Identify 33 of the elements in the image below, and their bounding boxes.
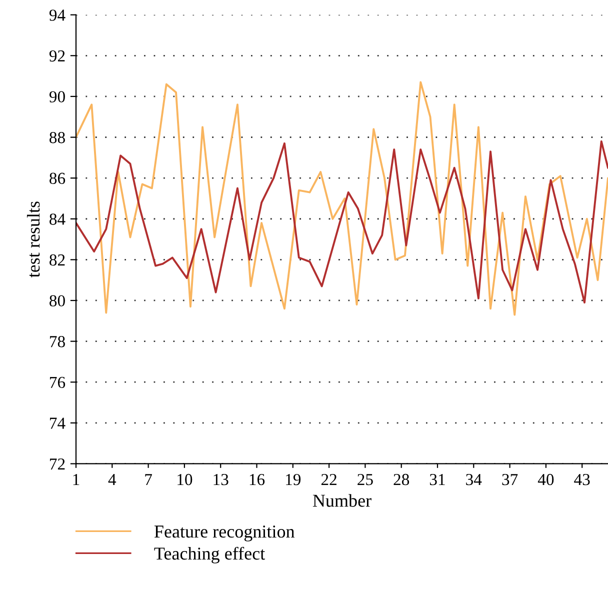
line-series (76, 140, 608, 304)
x-tick-label: 28 (394, 474, 410, 486)
y-tick-label: 94 (49, 10, 66, 21)
y-tick-label: 90 (49, 91, 65, 102)
y-axis-title: test results (26, 202, 40, 278)
x-tick-label: 7 (145, 474, 152, 486)
x-tick-label: 43 (574, 474, 590, 486)
y-tick-label: 92 (49, 50, 65, 62)
y-tick-label: 76 (50, 376, 66, 388)
x-tick-label: 13 (214, 474, 228, 486)
y-tick-label: 80 (50, 295, 65, 306)
legend-label: Teaching effect (154, 546, 266, 564)
x-tick-label: 25 (358, 474, 373, 486)
y-tick-label: 88 (50, 132, 65, 144)
x-tick-label: 31 (430, 474, 445, 486)
x-axis-title: Number (312, 494, 372, 507)
x-tick-label: 10 (178, 474, 192, 486)
x-tick-label: 22 (321, 474, 336, 486)
y-tick-label: 86 (50, 172, 66, 184)
x-tick-label: 37 (502, 474, 518, 486)
y-tick-label: 74 (50, 418, 66, 429)
x-tick-label: 34 (466, 474, 482, 486)
y-tick-label: 82 (50, 254, 65, 266)
x-tick-label: 1 (73, 474, 80, 486)
y-tick-label: 72 (50, 458, 65, 470)
line-series (76, 81, 608, 316)
x-tick-label: 4 (108, 474, 116, 486)
y-tick-label: 78 (50, 336, 65, 348)
x-tick-label: 16 (250, 474, 265, 486)
x-tick-label: 19 (286, 474, 301, 486)
legend-label: Feature recognition (154, 526, 295, 542)
y-tick-label: 84 (50, 214, 66, 225)
x-tick-label: 40 (538, 474, 554, 486)
